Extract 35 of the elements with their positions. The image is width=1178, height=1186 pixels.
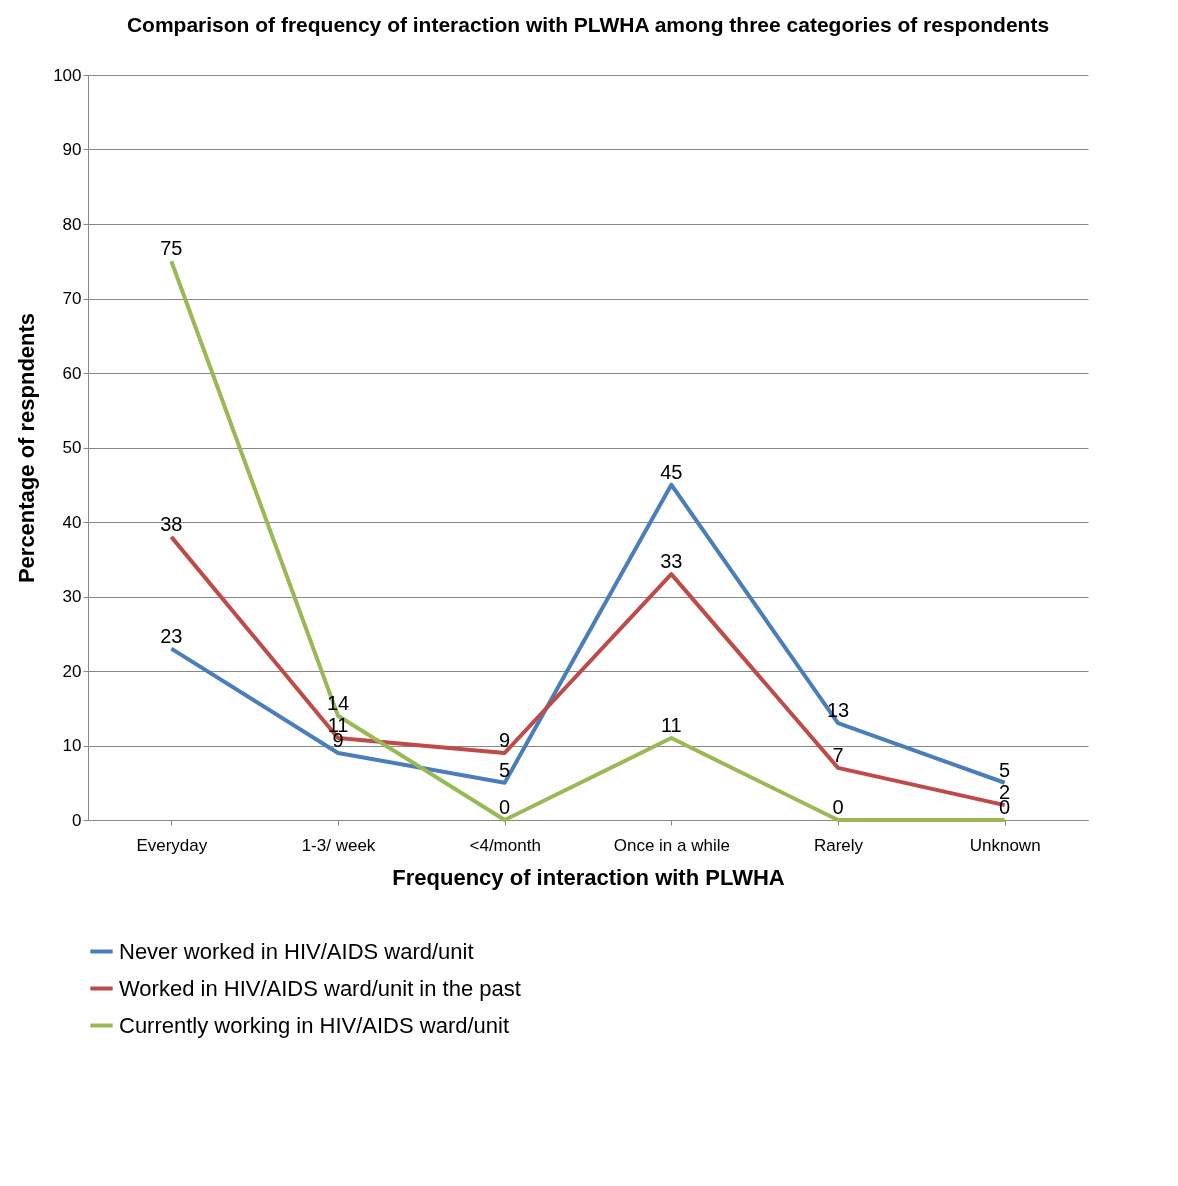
chart-title: Comparison of frequency of interaction with PLWHA among three categories of respondents xyxy=(126,13,1050,36)
y-tick-label: 70 xyxy=(62,289,82,308)
x-tick-label: Unknown xyxy=(969,835,1041,855)
data-label: 9 xyxy=(499,728,511,751)
y-axis-title: Percentage of respndents xyxy=(14,312,40,584)
y-tick-label: 80 xyxy=(62,214,82,234)
data-label: 5 xyxy=(499,758,511,781)
data-label: 7 xyxy=(832,743,844,766)
y-tick-label: 10 xyxy=(62,736,82,755)
y-tick-label: 60 xyxy=(62,363,82,383)
x-axis-title: Frequency of interaction with PLWHA xyxy=(392,864,785,890)
y-tick-label: 0 xyxy=(72,810,82,830)
x-tick-label: Once in a while xyxy=(613,835,730,855)
y-tick-label: 90 xyxy=(62,140,82,159)
y-tick-label: 40 xyxy=(62,512,82,532)
x-tick-label: 1-3/ week xyxy=(301,835,376,855)
y-tick-label: 100 xyxy=(53,65,82,85)
legend-label: Never worked in HIV/AIDS ward/unit xyxy=(119,938,474,964)
x-tick-label: <4/month xyxy=(469,835,541,855)
y-tick-label: 20 xyxy=(62,661,82,681)
data-label: 5 xyxy=(999,758,1011,781)
data-label: 0 xyxy=(832,796,844,818)
y-tick-label: 50 xyxy=(62,438,82,457)
x-tick-label: Everyday xyxy=(136,835,208,855)
x-tick-label: Rarely xyxy=(813,835,864,855)
data-label: 0 xyxy=(499,796,511,818)
legend-label: Worked in HIV/AIDS ward/unit in the past xyxy=(119,975,521,1001)
data-label: 75 xyxy=(160,237,183,260)
data-label: 11 xyxy=(660,714,682,737)
data-label: 23 xyxy=(160,624,183,647)
y-tick-label: 30 xyxy=(62,587,82,606)
data-label: 38 xyxy=(160,512,183,535)
legend-label: Currently working in HIV/AIDS ward/unit xyxy=(119,1012,510,1038)
data-label: 45 xyxy=(660,460,683,483)
data-label: 33 xyxy=(660,550,683,573)
